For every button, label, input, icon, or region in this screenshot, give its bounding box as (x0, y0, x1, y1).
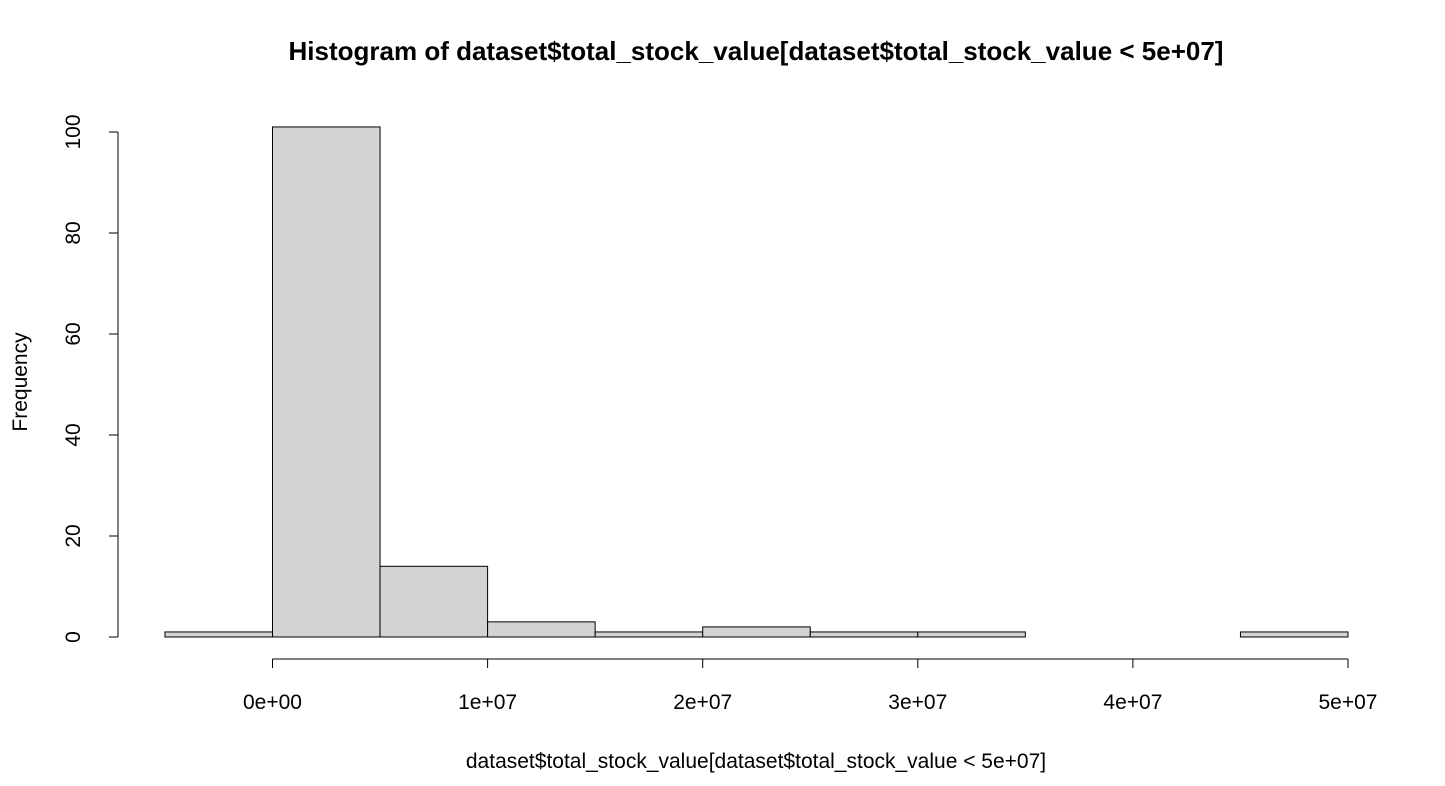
chart-title: Histogram of dataset$total_stock_value[d… (289, 36, 1224, 66)
x-tick-label: 1e+07 (458, 691, 517, 714)
y-axis: 0 20 40 60 80 100 (62, 114, 119, 643)
x-tick-label: 0e+00 (243, 691, 302, 714)
y-tick-label: 20 (62, 524, 85, 547)
y-tick-label: 80 (62, 221, 85, 244)
x-tick-label: 3e+07 (888, 691, 947, 714)
histogram-bar (487, 621, 596, 638)
x-axis-label: dataset$total_stock_value[dataset$total_… (466, 750, 1046, 773)
y-axis-label: Frequency (9, 332, 32, 432)
histogram-bar (917, 631, 1026, 638)
bars-group (164, 126, 1349, 638)
y-tick-label: 100 (62, 114, 85, 149)
y-tick-label: 0 (62, 631, 85, 643)
histogram-bar (379, 565, 489, 638)
x-axis: 0e+00 1e+07 2e+07 3e+07 4e+07 5e+07 (243, 658, 1378, 714)
histogram-bar (164, 631, 273, 638)
x-tick-label: 4e+07 (1103, 691, 1162, 714)
histogram-bar (272, 126, 381, 638)
x-tick-label: 2e+07 (673, 691, 732, 714)
y-tick-label: 40 (62, 423, 85, 446)
x-tick-label: 5e+07 (1319, 691, 1378, 714)
histogram-bar (594, 631, 704, 638)
histogram-bar (1239, 631, 1349, 638)
y-tick-label: 60 (62, 322, 85, 345)
histogram-bar (809, 631, 919, 638)
histogram-bar (702, 626, 811, 638)
